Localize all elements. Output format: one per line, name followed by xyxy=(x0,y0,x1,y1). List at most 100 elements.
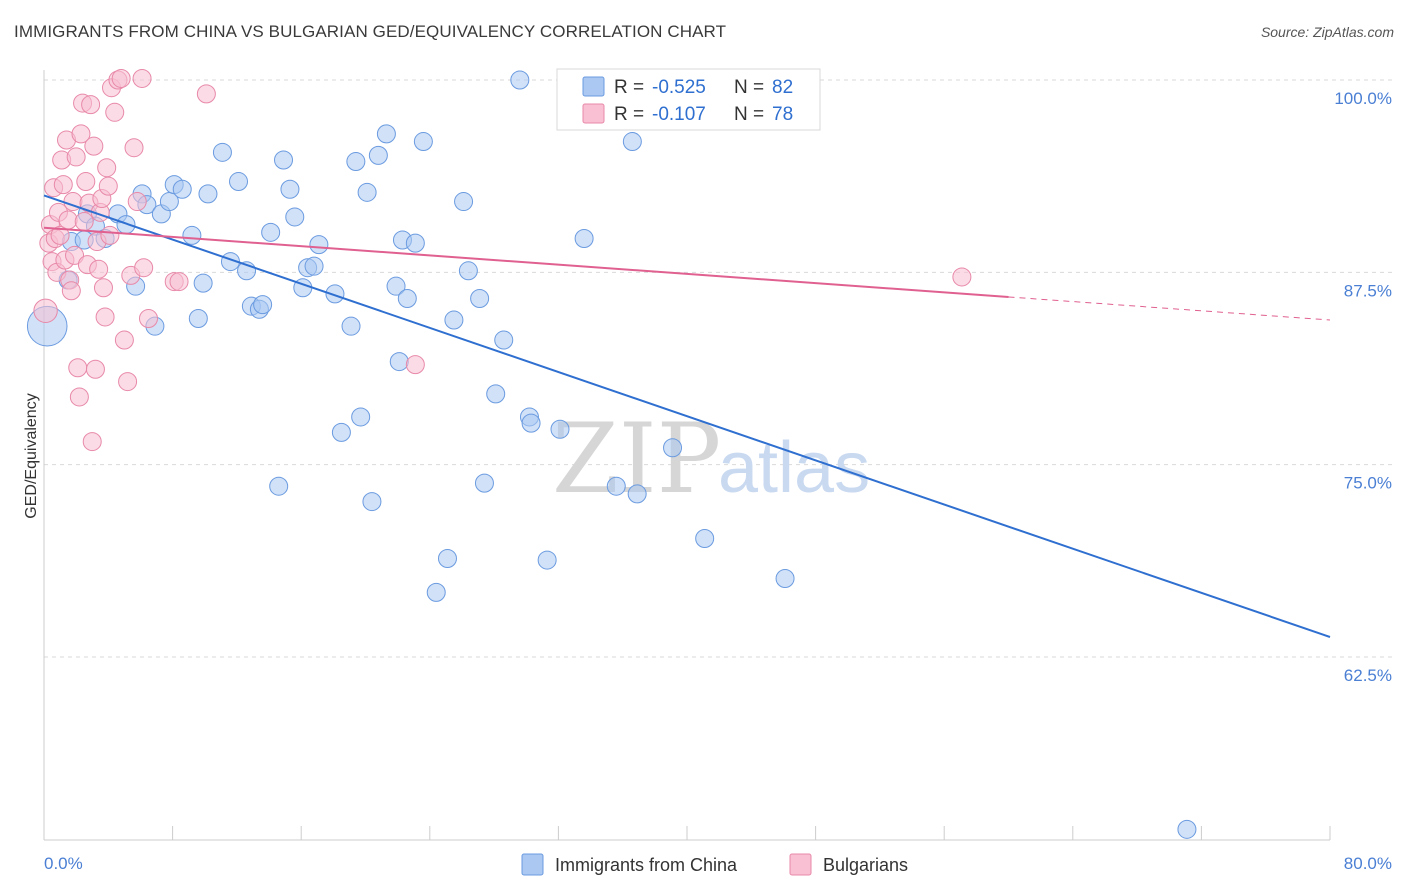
point-china xyxy=(285,207,305,227)
point-bulgarians xyxy=(100,225,120,245)
point-bulgarians xyxy=(33,298,58,323)
point-china xyxy=(193,273,213,293)
point-china xyxy=(188,308,208,328)
point-china xyxy=(458,261,478,281)
y-tick-labels: 100.0% 87.5% 75.0% 62.5% xyxy=(1334,89,1392,685)
legend-n-label-bulgarians: N = xyxy=(734,104,764,125)
point-china xyxy=(474,473,494,493)
x-tick-label-max: 80.0% xyxy=(1344,854,1392,873)
point-china xyxy=(454,192,474,212)
point-bulgarians xyxy=(952,267,972,287)
point-china xyxy=(695,529,715,549)
legend-n-value-bulgarians: 78 xyxy=(772,104,793,125)
source-label: Source: ZipAtlas.com xyxy=(1260,24,1394,40)
point-china xyxy=(341,316,361,336)
point-bulgarians xyxy=(69,387,89,407)
point-china xyxy=(368,145,388,165)
point-china xyxy=(510,70,530,90)
point-china xyxy=(212,142,232,162)
trend-line-china xyxy=(43,194,1331,638)
point-china xyxy=(494,330,514,350)
point-bulgarians xyxy=(82,432,102,452)
bottom-legend-swatch-china xyxy=(521,853,544,876)
point-china xyxy=(426,582,446,602)
point-china xyxy=(550,419,570,439)
point-bulgarians xyxy=(124,138,144,158)
point-china xyxy=(627,484,647,504)
point-bulgarians xyxy=(58,210,78,230)
trend-line-bulgarians-extension xyxy=(1008,296,1331,321)
point-bulgarians xyxy=(118,372,138,392)
point-bulgarians xyxy=(89,259,109,279)
point-bulgarians xyxy=(127,192,147,212)
point-china xyxy=(116,215,136,235)
point-bulgarians xyxy=(76,172,96,192)
trend-lines xyxy=(43,194,1331,638)
point-china xyxy=(261,222,281,242)
point-bulgarians xyxy=(132,68,152,88)
point-china xyxy=(486,384,506,404)
point-bulgarians xyxy=(53,175,73,195)
point-china xyxy=(351,407,371,427)
chart-title: IMMIGRANTS FROM CHINA VS BULGARIAN GED/E… xyxy=(14,22,727,41)
bottom-legend-label-china: Immigrants from China xyxy=(555,855,738,875)
point-china xyxy=(362,492,382,512)
point-china xyxy=(444,310,464,330)
point-china xyxy=(437,549,457,569)
point-bulgarians xyxy=(97,158,117,178)
legend-r-label-bulgarians: R = xyxy=(614,104,644,125)
point-bulgarians xyxy=(74,212,94,232)
legend-swatch-china xyxy=(582,76,605,97)
point-bulgarians xyxy=(95,307,115,327)
x-tick-label-min: 0.0% xyxy=(44,854,83,873)
point-china xyxy=(304,256,324,276)
point-china xyxy=(198,184,218,204)
point-bulgarians xyxy=(169,272,189,292)
point-bulgarians xyxy=(111,68,131,88)
legend-swatch-bulgarians xyxy=(582,103,605,124)
bottom-legend: Immigrants from China Bulgarians xyxy=(521,853,908,876)
point-china xyxy=(280,179,300,199)
trend-line-bulgarians xyxy=(43,226,1009,298)
legend: R = -0.525 N = 82 R = -0.107 N = 78 xyxy=(556,68,821,131)
point-china xyxy=(386,276,406,296)
y-tick-label: 87.5% xyxy=(1344,281,1392,300)
y-tick-label: 62.5% xyxy=(1344,666,1392,685)
point-bulgarians xyxy=(93,278,113,298)
point-china xyxy=(775,569,795,589)
y-tick-label: 100.0% xyxy=(1334,89,1392,108)
point-bulgarians xyxy=(134,258,154,278)
point-china xyxy=(413,132,433,152)
point-china xyxy=(274,150,294,170)
point-china xyxy=(537,550,557,570)
point-china xyxy=(309,235,329,255)
point-bulgarians xyxy=(85,359,105,379)
point-bulgarians xyxy=(50,225,70,245)
point-bulgarians xyxy=(114,330,134,350)
point-china xyxy=(1177,819,1197,839)
point-china xyxy=(229,172,249,192)
point-bulgarians xyxy=(81,95,101,115)
point-china xyxy=(182,225,202,245)
point-bulgarians xyxy=(71,124,91,144)
point-bulgarians xyxy=(66,147,86,167)
point-china xyxy=(389,352,409,372)
point-bulgarians xyxy=(105,102,125,122)
y-tick-label: 75.0% xyxy=(1344,474,1392,493)
legend-n-label-china: N = xyxy=(734,77,764,98)
watermark-atlas: atlas xyxy=(718,428,870,508)
point-bulgarians xyxy=(98,176,118,196)
point-china xyxy=(606,476,626,496)
legend-r-value-bulgarians: -0.107 xyxy=(652,104,706,125)
legend-n-value-china: 82 xyxy=(772,77,793,98)
gridlines xyxy=(44,79,1392,658)
point-china xyxy=(325,284,345,304)
legend-r-value-china: -0.525 xyxy=(652,77,706,98)
point-bulgarians xyxy=(65,245,85,265)
watermark: ZIP atlas xyxy=(552,403,870,515)
point-bulgarians xyxy=(61,281,81,301)
point-china xyxy=(622,132,642,152)
bottom-legend-label-bulgarians: Bulgarians xyxy=(823,855,908,875)
point-china xyxy=(269,476,289,496)
